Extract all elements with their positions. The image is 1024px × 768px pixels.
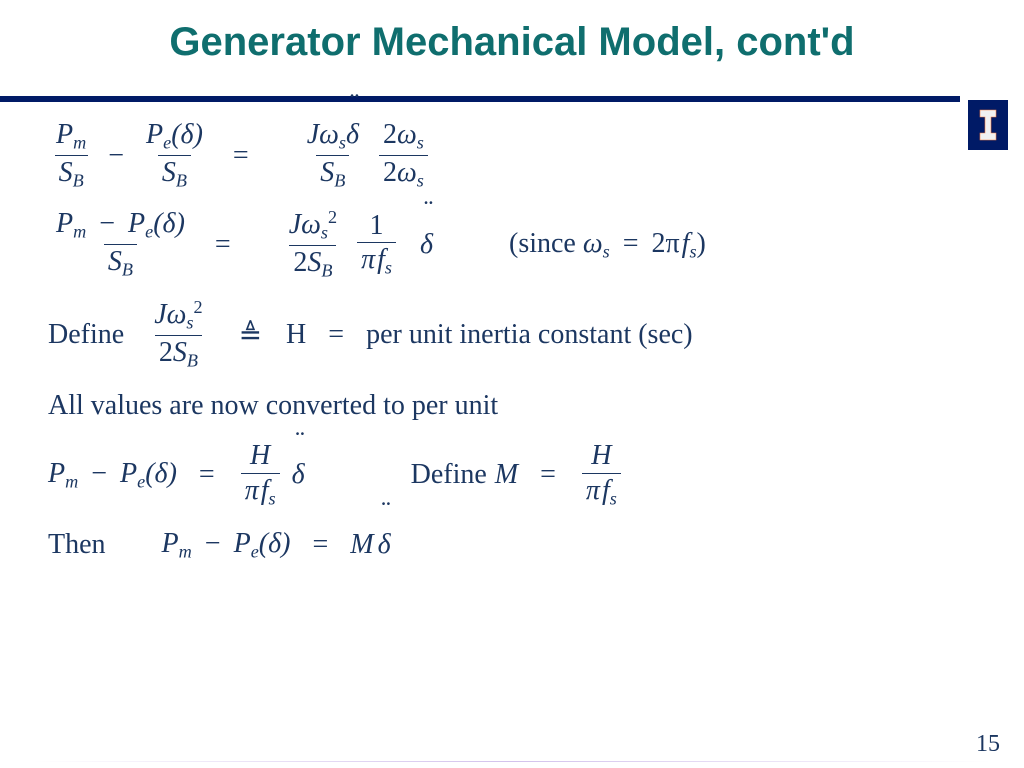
- since-note: (since ωs = 2πfs): [509, 226, 706, 263]
- equation-2: Pm − Pe(δ) SB = Jωs2 2SB 1 πfs δ (since …: [48, 208, 976, 280]
- page-number: 15: [976, 731, 1000, 758]
- equation-5: Then Pm − Pe(δ) = Mδ: [48, 526, 976, 563]
- slide-title: Generator Mechanical Model, cont'd: [0, 20, 1024, 65]
- title-separator: [0, 96, 960, 102]
- equation-4: Pm − Pe(δ) = H πfs δ Define M = H πfs: [48, 441, 976, 508]
- content-area: Pm SB − Pe(δ) SB = Jωsδ SB 2ωs 2ωs: [48, 120, 976, 564]
- define-H: Define Jωs2 2SB ≜ H = per unit inertia c…: [48, 298, 976, 370]
- equation-1: Pm SB − Pe(δ) SB = Jωsδ SB 2ωs 2ωs: [48, 120, 976, 190]
- footer-rule: [32, 761, 992, 762]
- slide: Generator Mechanical Model, cont'd Pm SB…: [0, 0, 1024, 768]
- all-values-text: All values are now converted to per unit: [48, 388, 976, 423]
